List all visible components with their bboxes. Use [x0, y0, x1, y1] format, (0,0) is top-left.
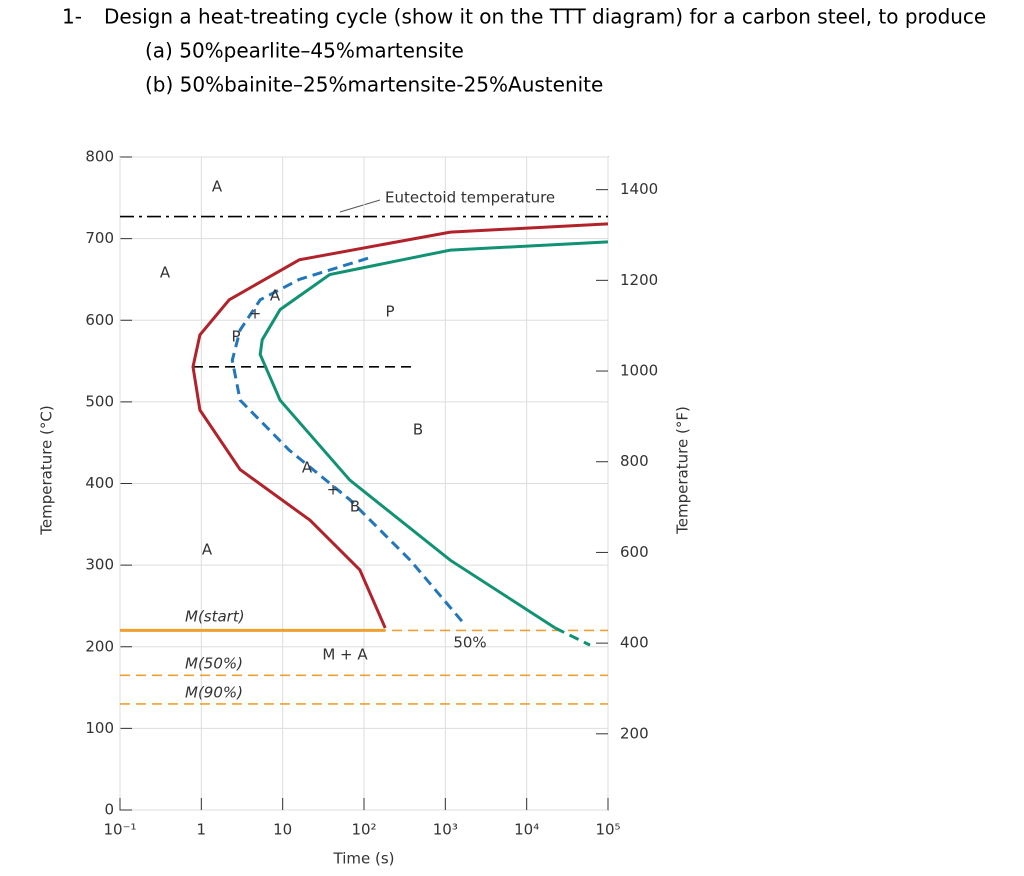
- y2-axis-label: Temperature (°F): [674, 406, 692, 535]
- x-tick-label: 10²: [351, 821, 376, 839]
- y-tick-label: 200: [85, 637, 114, 655]
- x-tick-label: 10⁴: [514, 821, 539, 839]
- y2-tick-label: 1200: [620, 271, 658, 289]
- question-text: Design a heat-treating cycle (show it on…: [104, 5, 986, 29]
- question-part: (b) 50%bainite–25%martensite-25%Austenit…: [145, 73, 603, 97]
- y-tick-label: 300: [85, 556, 114, 574]
- y-axis-label: Temperature (°C): [38, 405, 56, 535]
- reference-label: Eutectoid temperature: [385, 189, 555, 207]
- annotation: P: [385, 303, 394, 321]
- y2-tick-label: 400: [620, 634, 649, 652]
- y-tick-label: 600: [85, 311, 114, 329]
- annotation: A: [270, 287, 281, 305]
- x-tick-label: 1: [197, 821, 207, 839]
- x-tick-label: 10⁻¹: [103, 821, 136, 839]
- y-tick-label: 800: [85, 148, 114, 166]
- curve: [191, 222, 609, 629]
- y-tick-label: 700: [85, 229, 114, 247]
- x-tick-label: 10⁵: [595, 821, 620, 839]
- y2-tick-label: 1400: [620, 180, 658, 198]
- y2-tick-label: 600: [620, 543, 649, 561]
- reference-label: M(start): [185, 608, 245, 626]
- x-tick-label: 10: [273, 821, 292, 839]
- x-axis-label: Time (s): [333, 850, 395, 868]
- annotation: A: [212, 178, 223, 196]
- annotation: B: [350, 498, 360, 516]
- curve: [258, 240, 609, 630]
- curve: [230, 256, 467, 626]
- reference-label: M(50%): [185, 655, 243, 673]
- y2-tick-label: 200: [620, 724, 649, 742]
- annotation: M + A: [322, 646, 368, 664]
- question-part: (a) 50%pearlite–45%martensite: [145, 39, 464, 63]
- y-tick-label: 100: [85, 719, 114, 737]
- curve: [554, 626, 591, 647]
- reference-label: M(90%): [185, 684, 243, 702]
- y-tick-label: 0: [104, 801, 114, 819]
- annotation: A: [160, 264, 171, 282]
- annotation: A: [302, 459, 313, 477]
- annotation: +: [327, 481, 340, 499]
- annotation: P: [231, 328, 240, 346]
- y-tick-label: 400: [85, 474, 114, 492]
- y2-tick-label: 800: [620, 452, 649, 470]
- pointer: [339, 199, 381, 213]
- annotation: 50%: [453, 634, 486, 652]
- annotation: A: [202, 541, 213, 559]
- annotation: +: [249, 305, 262, 323]
- y2-tick-label: 1000: [620, 362, 658, 380]
- x-tick-label: 10³: [433, 821, 458, 839]
- question-number: 1-: [62, 5, 82, 29]
- y-tick-label: 500: [85, 392, 114, 410]
- annotation: B: [413, 421, 423, 439]
